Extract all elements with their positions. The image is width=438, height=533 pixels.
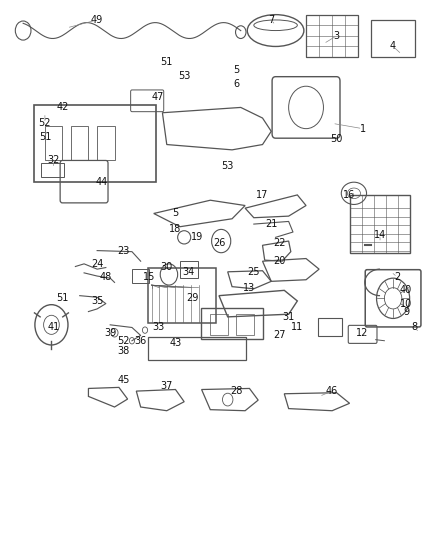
Text: 16: 16 xyxy=(343,190,356,200)
Text: 45: 45 xyxy=(117,375,130,385)
Text: 15: 15 xyxy=(143,272,155,282)
Bar xyxy=(97,126,115,160)
Text: 10: 10 xyxy=(400,298,412,309)
Text: 40: 40 xyxy=(400,285,412,295)
Text: 1: 1 xyxy=(360,124,366,134)
Text: 24: 24 xyxy=(91,259,103,269)
Text: 25: 25 xyxy=(247,267,260,277)
Text: 2: 2 xyxy=(394,272,401,282)
Text: 27: 27 xyxy=(274,330,286,341)
Text: 17: 17 xyxy=(256,190,268,200)
Text: 18: 18 xyxy=(170,224,182,235)
Text: 53: 53 xyxy=(222,161,234,171)
Text: 4: 4 xyxy=(390,42,396,52)
Text: 47: 47 xyxy=(152,92,164,102)
Text: 53: 53 xyxy=(178,70,191,80)
Text: 35: 35 xyxy=(91,296,103,306)
Bar xyxy=(45,126,62,160)
Text: 31: 31 xyxy=(283,312,295,322)
Text: 51: 51 xyxy=(161,58,173,67)
Text: 26: 26 xyxy=(213,238,225,248)
Text: 14: 14 xyxy=(374,230,386,240)
Text: 46: 46 xyxy=(326,386,338,396)
Text: 51: 51 xyxy=(39,132,51,142)
Text: 41: 41 xyxy=(47,322,60,333)
Text: 22: 22 xyxy=(274,238,286,248)
Text: 51: 51 xyxy=(56,293,68,303)
Text: 39: 39 xyxy=(104,328,117,338)
Text: 32: 32 xyxy=(47,156,60,165)
Bar xyxy=(237,314,254,335)
Text: 50: 50 xyxy=(330,134,343,144)
Text: 29: 29 xyxy=(187,293,199,303)
Bar xyxy=(71,126,88,160)
Text: 9: 9 xyxy=(403,306,409,317)
Text: 7: 7 xyxy=(268,15,274,25)
Text: 3: 3 xyxy=(333,31,339,41)
Text: 28: 28 xyxy=(230,386,243,396)
Text: 11: 11 xyxy=(291,322,304,333)
Text: 36: 36 xyxy=(134,336,147,346)
Text: 48: 48 xyxy=(100,272,112,282)
Text: 44: 44 xyxy=(95,176,108,187)
Text: 6: 6 xyxy=(233,78,240,88)
Text: 19: 19 xyxy=(191,232,203,243)
Text: 8: 8 xyxy=(412,322,418,333)
Text: 5: 5 xyxy=(172,208,179,219)
Text: 38: 38 xyxy=(117,346,129,357)
Text: 12: 12 xyxy=(357,328,369,338)
Text: 49: 49 xyxy=(91,15,103,25)
Text: 13: 13 xyxy=(244,282,256,293)
Bar xyxy=(41,163,64,177)
Text: 37: 37 xyxy=(161,381,173,391)
Text: 21: 21 xyxy=(265,219,277,229)
Text: 42: 42 xyxy=(56,102,68,112)
Text: 34: 34 xyxy=(182,267,194,277)
Text: 52: 52 xyxy=(117,336,130,346)
Text: 30: 30 xyxy=(161,262,173,271)
Bar xyxy=(210,314,228,335)
Text: 5: 5 xyxy=(233,66,240,75)
Text: 43: 43 xyxy=(170,338,182,349)
Text: 20: 20 xyxy=(274,256,286,266)
Text: 52: 52 xyxy=(39,118,51,128)
Text: 23: 23 xyxy=(117,246,130,256)
Text: 33: 33 xyxy=(152,322,164,333)
